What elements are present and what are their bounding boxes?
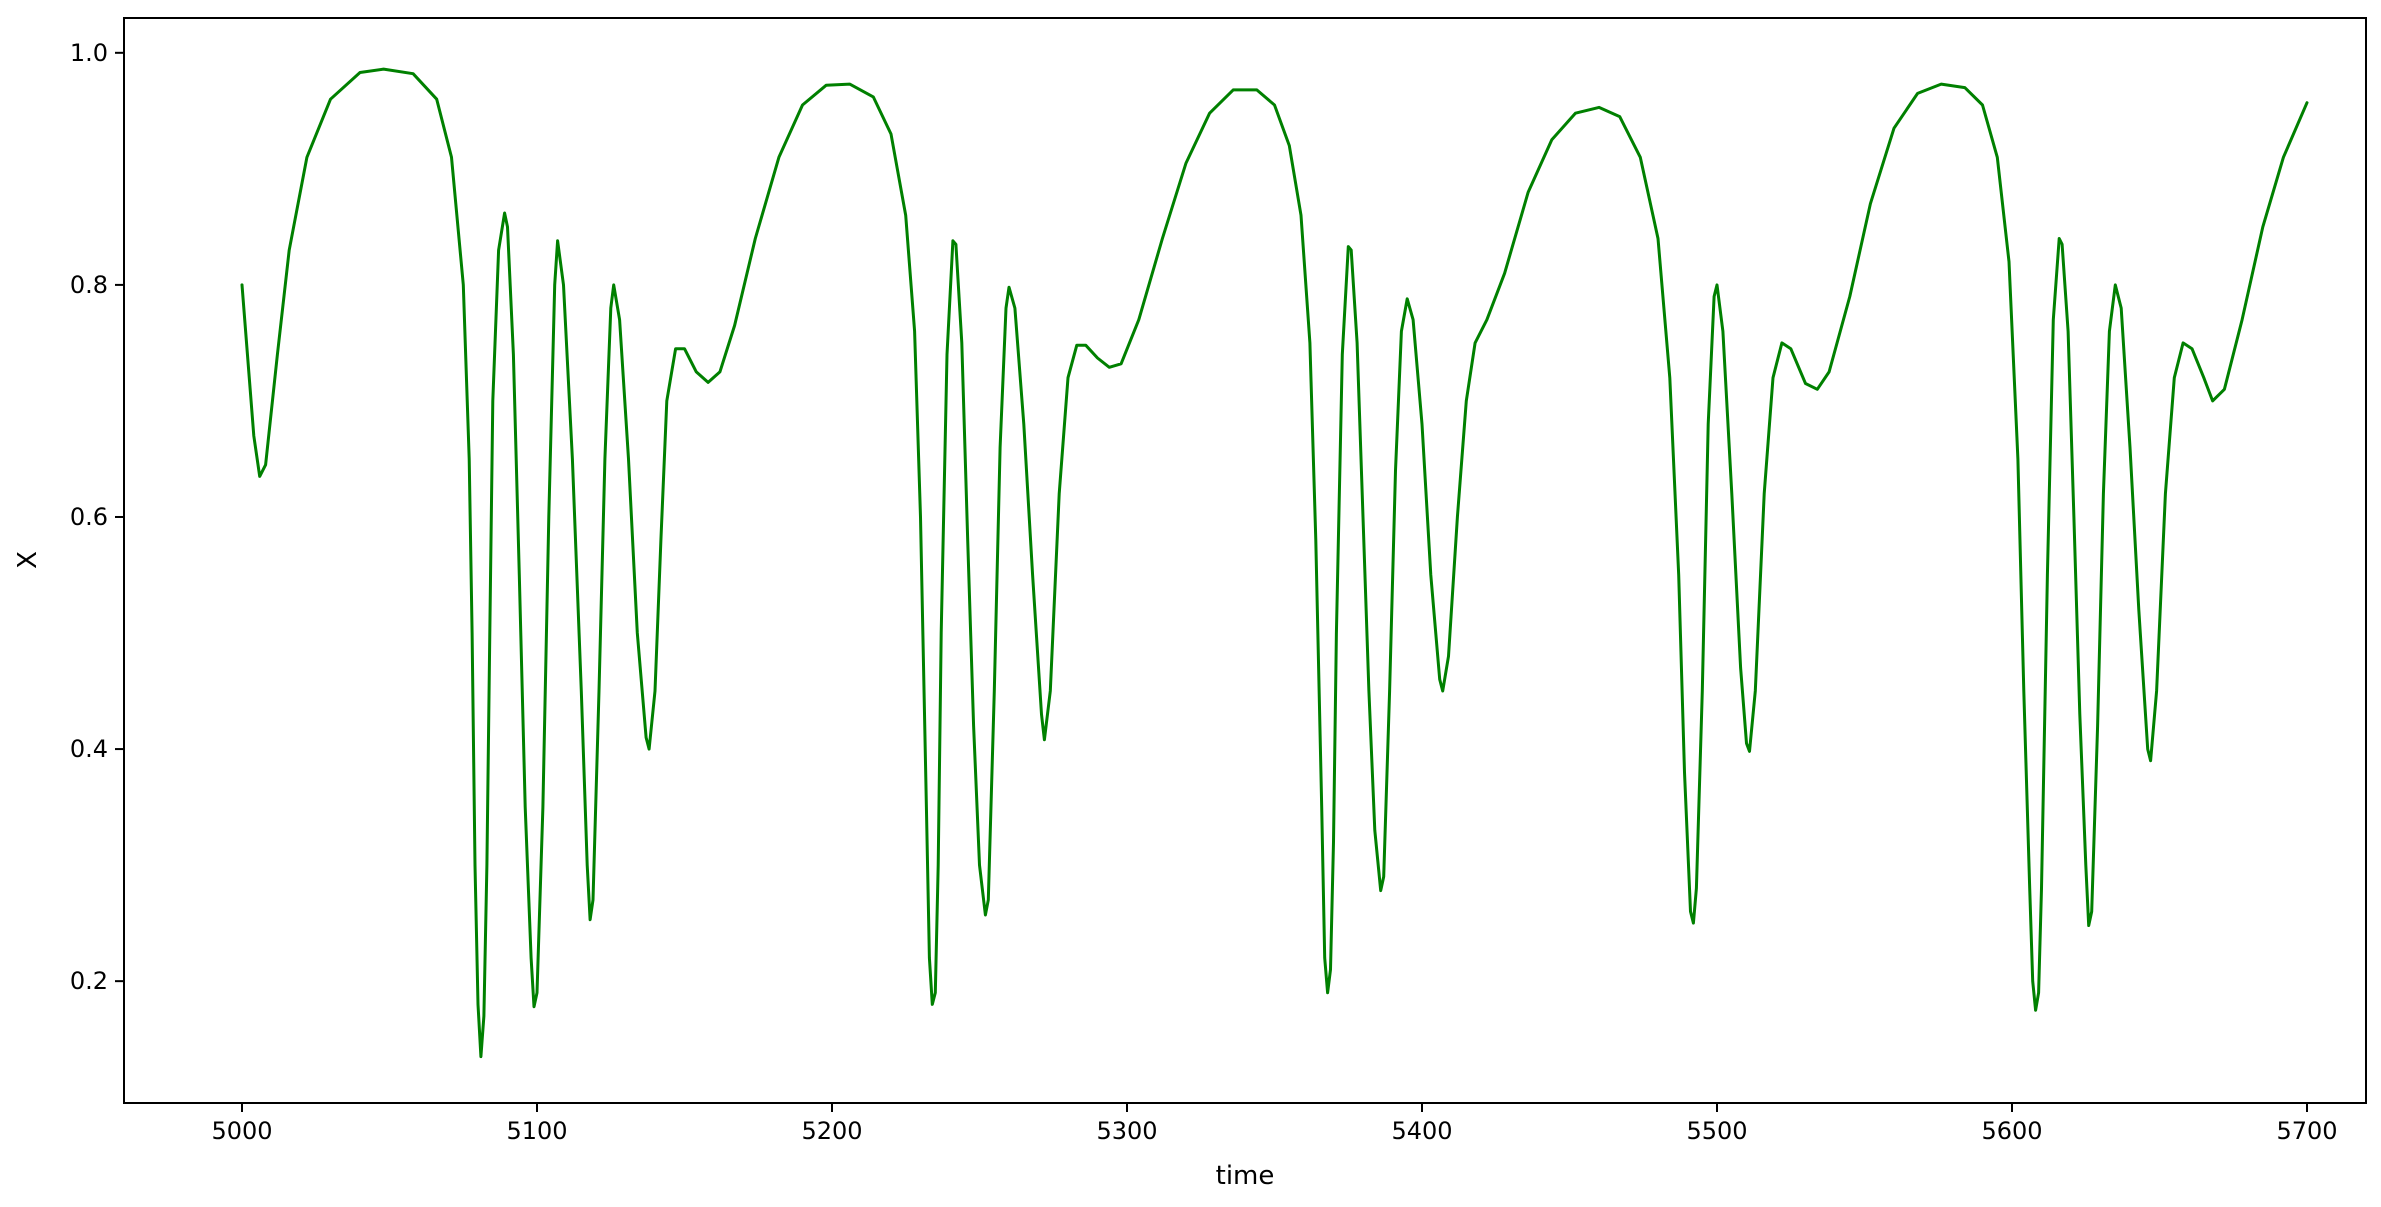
plot-frame — [123, 17, 2367, 1104]
y-tick-label: 0.6 — [70, 503, 108, 531]
x-tick-label: 5000 — [211, 1117, 272, 1145]
y-tick-label: 0.4 — [70, 735, 108, 763]
x-tick-label: 5400 — [1391, 1117, 1452, 1145]
x-tick-label: 5100 — [506, 1117, 567, 1145]
x-tick-label: 5300 — [1096, 1117, 1157, 1145]
x-tick-label: 5500 — [1686, 1117, 1747, 1145]
series-line-0 — [240, 67, 2309, 1059]
y-tick-label: 0.2 — [70, 967, 108, 995]
x-axis-label: time — [1216, 1161, 1275, 1191]
y-axis: 0.2 0.4 0.6 0.8 1.0 — [70, 39, 124, 995]
x-tick-label: 5200 — [801, 1117, 862, 1145]
y-axis-label: X — [13, 551, 43, 569]
y-tick-label: 1.0 — [70, 39, 108, 67]
x-tick-label: 5700 — [2276, 1117, 2337, 1145]
y-tick-label: 0.8 — [70, 271, 108, 299]
x-axis: 5000 5100 5200 5300 5400 5500 5600 5700 — [211, 1103, 2338, 1145]
plot-layer — [240, 67, 2309, 1059]
x-tick-label: 5600 — [1981, 1117, 2042, 1145]
